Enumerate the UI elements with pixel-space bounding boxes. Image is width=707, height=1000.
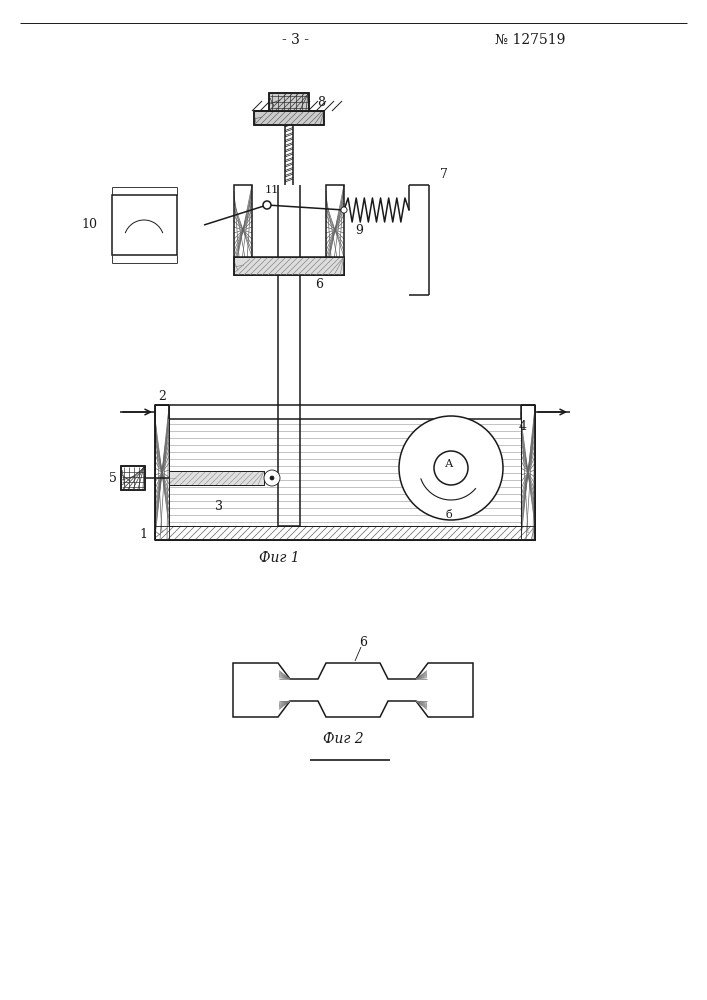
Bar xyxy=(234,185,252,275)
Text: 3: 3 xyxy=(215,499,223,512)
Text: 9: 9 xyxy=(355,224,363,236)
Text: б: б xyxy=(445,510,452,520)
Text: № 127519: № 127519 xyxy=(495,33,565,47)
Bar xyxy=(234,257,344,275)
Bar xyxy=(326,185,344,275)
Text: 4: 4 xyxy=(519,420,527,432)
Text: Фиг 1: Фиг 1 xyxy=(259,551,299,565)
Text: 1: 1 xyxy=(139,528,147,542)
Circle shape xyxy=(434,451,468,485)
Circle shape xyxy=(341,207,347,213)
Bar xyxy=(234,257,344,275)
Text: 8: 8 xyxy=(317,96,325,108)
Bar xyxy=(269,93,309,111)
Text: 11: 11 xyxy=(265,185,279,195)
Bar xyxy=(234,185,252,275)
Bar xyxy=(169,471,264,485)
Bar xyxy=(155,526,535,540)
Bar xyxy=(234,257,344,275)
Text: 5: 5 xyxy=(109,472,117,485)
Circle shape xyxy=(270,476,274,480)
Polygon shape xyxy=(233,663,473,717)
Text: - 3 -: - 3 - xyxy=(281,33,308,47)
Text: А: А xyxy=(445,459,453,469)
Bar xyxy=(254,111,324,125)
Circle shape xyxy=(399,416,503,520)
Text: 7: 7 xyxy=(440,168,448,182)
Bar xyxy=(326,185,344,275)
Bar xyxy=(121,466,145,490)
Bar xyxy=(121,466,145,490)
Bar xyxy=(254,111,324,125)
Bar xyxy=(254,111,324,125)
Text: Фиг 2: Фиг 2 xyxy=(322,732,363,746)
Bar xyxy=(112,195,177,255)
Bar xyxy=(155,405,169,540)
Circle shape xyxy=(263,201,271,209)
Bar xyxy=(521,405,535,540)
Bar xyxy=(169,471,264,485)
Circle shape xyxy=(341,207,347,213)
Bar xyxy=(521,405,535,540)
Bar xyxy=(155,526,535,540)
Text: 10: 10 xyxy=(81,219,97,232)
Bar xyxy=(169,471,264,485)
Bar xyxy=(155,405,535,540)
Text: 2: 2 xyxy=(158,390,166,403)
Circle shape xyxy=(264,470,280,486)
Bar xyxy=(269,93,309,111)
Text: 6: 6 xyxy=(359,637,367,650)
Text: 6: 6 xyxy=(315,278,323,292)
Bar xyxy=(155,405,169,540)
